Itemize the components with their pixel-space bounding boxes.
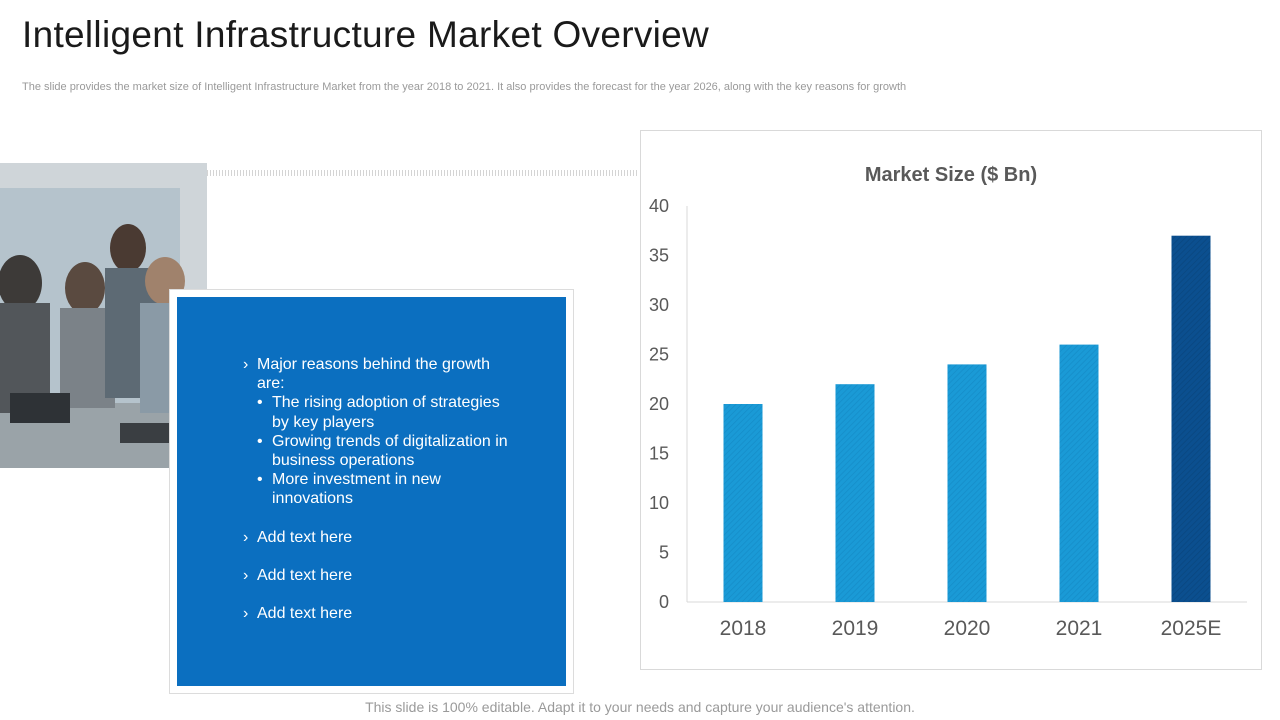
bar-2019 — [835, 384, 875, 602]
sub-bullet-text: Growing trends of digitalization in busi… — [272, 432, 508, 470]
footer-note: This slide is 100% editable. Adapt it to… — [365, 699, 915, 715]
dotted-divider — [207, 170, 639, 176]
bar-2021 — [1059, 344, 1099, 602]
chevron-icon: › — [243, 605, 249, 623]
chart-frame: Market Size ($ Bn) 0 5 10 15 20 25 30 35 40 2018 2… — [640, 130, 1262, 670]
sub-bullet: • More investment in new innovations — [257, 470, 518, 508]
y-tick-label: 35 — [649, 246, 669, 266]
extra-bullet: › Add text here — [243, 528, 518, 547]
bar-2025E — [1171, 235, 1211, 602]
extra-bullet-text: Add text here — [257, 528, 353, 546]
y-tick-label: 25 — [649, 345, 669, 365]
chevron-icon: › — [243, 356, 249, 373]
x-tick-label: 2020 — [944, 617, 991, 640]
dot-icon: • — [257, 432, 263, 450]
bar-2020 — [947, 364, 987, 602]
x-tick-label: 2018 — [720, 617, 767, 640]
extra-bullet: › Add text here — [243, 566, 518, 585]
dot-icon: • — [257, 471, 263, 489]
sub-bullet-text: More investment in new innovations — [272, 471, 441, 508]
market-size-chart: Market Size ($ Bn) 0 5 10 15 20 25 30 35 40 2018 2… — [649, 164, 1247, 640]
y-tick-label: 15 — [649, 444, 669, 464]
y-tick-label: 0 — [659, 592, 669, 612]
extra-bullet-text: Add text here — [257, 605, 353, 623]
sub-bullet: • Growing trends of digitalization in bu… — [257, 432, 518, 470]
x-tick-label: 2025E — [1161, 617, 1222, 640]
chevron-icon: › — [243, 566, 249, 584]
y-tick-label: 20 — [649, 394, 669, 414]
extra-bullet: › Add text here — [243, 604, 518, 623]
y-tick-label: 40 — [649, 196, 669, 216]
y-tick-label: 30 — [649, 295, 669, 315]
y-tick-label: 10 — [649, 493, 669, 513]
dot-icon: • — [257, 394, 263, 412]
page-subtitle: The slide provides the market size of In… — [22, 81, 907, 93]
main-bullet-text: Major reasons behind the growth are: — [257, 356, 491, 393]
x-tick-label: 2021 — [1056, 617, 1103, 640]
extra-bullet-text: Add text here — [257, 566, 353, 584]
main-bullet: › Major reasons behind the growth are: •… — [243, 355, 518, 509]
reasons-text-box: › Major reasons behind the growth are: •… — [177, 297, 566, 686]
bar-2018 — [723, 404, 763, 602]
sub-bullet-text: The rising adoption of strategies by key… — [272, 394, 500, 431]
x-tick-label: 2019 — [832, 617, 879, 640]
chevron-icon: › — [243, 528, 249, 546]
y-tick-label: 5 — [659, 543, 669, 563]
page-title: Intelligent Infrastructure Market Overvi… — [22, 14, 710, 55]
chart-title: Market Size ($ Bn) — [865, 164, 1037, 186]
sub-bullet: • The rising adoption of strategies by k… — [257, 393, 518, 431]
